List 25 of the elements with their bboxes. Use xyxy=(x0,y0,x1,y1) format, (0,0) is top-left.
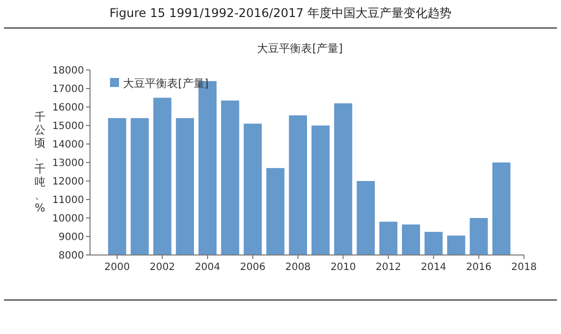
x-tick-label: 2018 xyxy=(511,262,537,273)
y-tick-label: 15000 xyxy=(52,121,84,132)
y-tick-label: 12000 xyxy=(52,176,84,188)
y-tick-label: 18000 xyxy=(52,66,84,76)
x-tick-label: 2004 xyxy=(194,262,220,273)
x-tick-label: 2012 xyxy=(376,262,402,273)
y-tick-label: 16000 xyxy=(52,102,84,114)
chart-title: Figure 15 1991/1992-2016/2017 年度中国大豆产量变化趋势 xyxy=(110,6,452,20)
y-axis-title: 千公顷、千吨、% xyxy=(34,110,46,214)
x-tick-label: 2002 xyxy=(150,262,176,273)
chart-subtitle: 大豆平衡表[产量] xyxy=(257,42,343,55)
y-tick-label: 13000 xyxy=(52,158,84,169)
legend-label: 大豆平衡表[产量] xyxy=(123,76,209,90)
y-tick-label: 8000 xyxy=(58,250,84,262)
x-tick-label: 2010 xyxy=(330,262,356,273)
y-tick-label: 17000 xyxy=(52,84,84,95)
x-tick-label: 2000 xyxy=(104,262,130,273)
x-tick-label: 2014 xyxy=(420,262,446,273)
y-tick-label: 11000 xyxy=(52,195,84,206)
y-tick-label: 14000 xyxy=(52,140,84,150)
y-tick-label: 10000 xyxy=(52,214,84,224)
x-tick-label: 2006 xyxy=(240,262,266,273)
y-tick-label: 9000 xyxy=(58,232,84,243)
x-tick-label: 2016 xyxy=(466,262,492,273)
x-tick-label: 2008 xyxy=(285,262,311,273)
